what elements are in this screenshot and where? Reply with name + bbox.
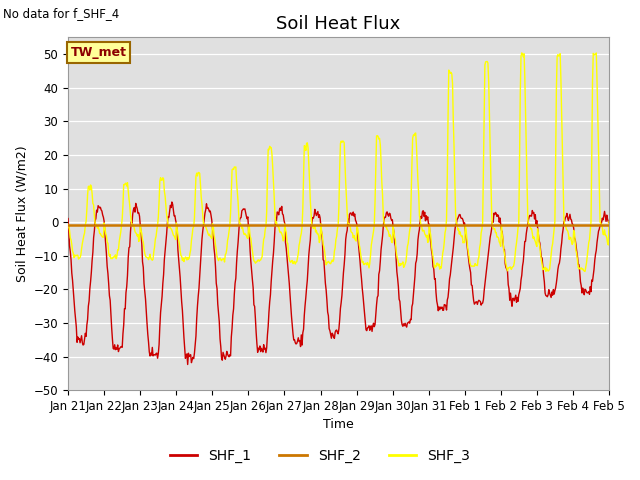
Text: No data for f_SHF_4: No data for f_SHF_4	[3, 7, 120, 20]
X-axis label: Time: Time	[323, 419, 354, 432]
Legend: SHF_1, SHF_2, SHF_3: SHF_1, SHF_2, SHF_3	[164, 443, 476, 468]
Y-axis label: Soil Heat Flux (W/m2): Soil Heat Flux (W/m2)	[15, 145, 28, 282]
Title: Soil Heat Flux: Soil Heat Flux	[276, 15, 401, 33]
Text: TW_met: TW_met	[71, 46, 127, 59]
